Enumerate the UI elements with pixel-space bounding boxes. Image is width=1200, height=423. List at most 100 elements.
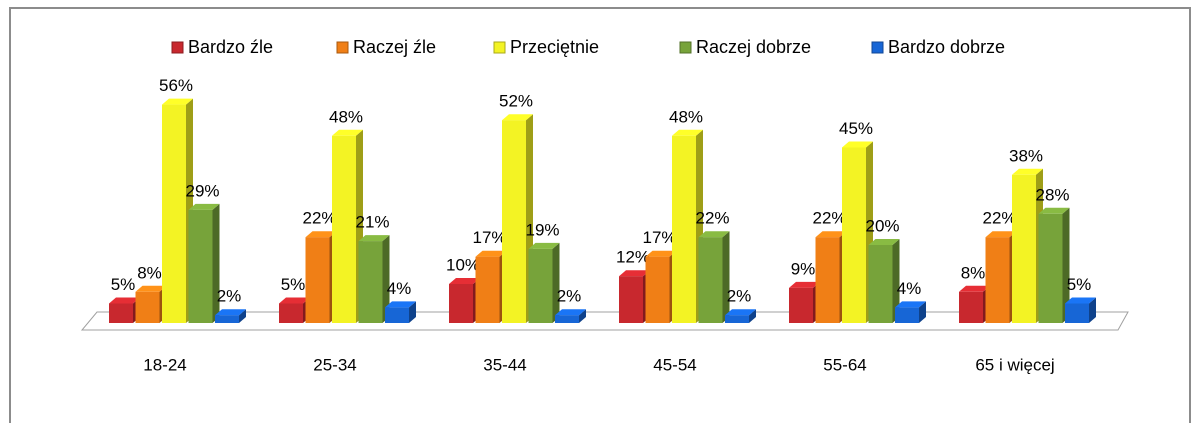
x-tick-label: 45-54 bbox=[653, 355, 696, 374]
bar-top bbox=[725, 309, 756, 316]
bar-side bbox=[579, 309, 586, 323]
bar-side bbox=[409, 301, 416, 323]
bar-top bbox=[449, 278, 480, 284]
bar bbox=[1065, 303, 1089, 323]
value-label: 29% bbox=[185, 181, 219, 200]
x-tick-label: 55-64 bbox=[823, 355, 866, 374]
value-label: 38% bbox=[1009, 146, 1043, 165]
bar-top bbox=[1012, 168, 1043, 175]
value-label: 21% bbox=[355, 213, 389, 232]
value-label: 2% bbox=[557, 287, 582, 306]
legend-swatch bbox=[493, 41, 506, 54]
bar bbox=[725, 315, 749, 323]
bar bbox=[1012, 174, 1036, 323]
value-label: 5% bbox=[1067, 275, 1092, 294]
bar bbox=[555, 315, 579, 323]
bar-side bbox=[749, 309, 756, 323]
value-label: 17% bbox=[472, 228, 506, 247]
bar bbox=[305, 237, 330, 323]
x-tick-label: 18-24 bbox=[143, 355, 186, 374]
value-label: 8% bbox=[137, 263, 162, 282]
bar-top bbox=[109, 297, 140, 304]
legend-label: Bardzo źle bbox=[188, 37, 273, 57]
value-label: 19% bbox=[525, 220, 559, 239]
bar-side bbox=[1062, 207, 1070, 323]
value-label: 5% bbox=[281, 275, 306, 294]
bar-top bbox=[815, 231, 847, 238]
bar bbox=[985, 237, 1010, 323]
value-label: 22% bbox=[982, 209, 1016, 228]
bar bbox=[475, 256, 500, 323]
value-label: 22% bbox=[302, 209, 336, 228]
legend-swatch bbox=[336, 41, 349, 54]
bar bbox=[815, 237, 840, 323]
bar-side bbox=[1089, 297, 1096, 323]
value-label: 2% bbox=[217, 287, 242, 306]
bar-top bbox=[1065, 297, 1096, 304]
bar bbox=[385, 307, 409, 323]
bar bbox=[645, 256, 670, 323]
bar bbox=[135, 291, 160, 323]
x-tick-label: 35-44 bbox=[483, 355, 526, 374]
bar bbox=[1038, 213, 1063, 323]
bar-top bbox=[1038, 207, 1070, 214]
value-label: 52% bbox=[499, 92, 533, 111]
legend-label: Przeciętnie bbox=[510, 37, 599, 57]
bar-side bbox=[382, 235, 390, 323]
legend-swatch bbox=[171, 41, 184, 54]
bar-top bbox=[305, 231, 337, 238]
bar-top bbox=[279, 297, 310, 304]
bar bbox=[215, 315, 239, 323]
bar-top bbox=[672, 129, 703, 136]
value-label: 4% bbox=[387, 279, 412, 298]
bar-top bbox=[619, 270, 650, 277]
bar bbox=[162, 104, 186, 323]
value-label: 48% bbox=[329, 107, 363, 126]
value-label: 2% bbox=[727, 287, 752, 306]
value-label: 12% bbox=[616, 248, 650, 267]
bar-top bbox=[332, 129, 363, 136]
value-label: 22% bbox=[812, 209, 846, 228]
bar-top bbox=[645, 250, 677, 257]
bar bbox=[619, 276, 643, 323]
bar-side bbox=[892, 239, 900, 323]
bar bbox=[449, 284, 473, 323]
value-label: 9% bbox=[791, 259, 816, 278]
value-label: 10% bbox=[446, 255, 480, 274]
bar-top bbox=[842, 141, 873, 148]
bar bbox=[672, 135, 696, 323]
bar-top bbox=[698, 231, 730, 238]
bar-side bbox=[212, 203, 220, 323]
legend-label: Raczej dobrze bbox=[696, 37, 811, 57]
bar-side bbox=[919, 301, 926, 323]
bar-side bbox=[722, 231, 730, 323]
bar-top bbox=[162, 98, 193, 105]
value-label: 45% bbox=[839, 119, 873, 138]
value-label: 28% bbox=[1035, 185, 1069, 204]
bar-top bbox=[358, 235, 390, 242]
bar bbox=[842, 147, 866, 323]
value-label: 4% bbox=[897, 279, 922, 298]
bar-top bbox=[502, 114, 533, 121]
value-label: 5% bbox=[111, 275, 136, 294]
bar-top bbox=[528, 242, 560, 249]
bar bbox=[332, 135, 356, 323]
bar-top bbox=[555, 309, 586, 316]
value-label: 56% bbox=[159, 76, 193, 95]
bar-top bbox=[215, 309, 246, 316]
bar bbox=[959, 291, 983, 323]
bar bbox=[109, 303, 133, 323]
legend-label: Bardzo dobrze bbox=[888, 37, 1005, 57]
bar bbox=[528, 248, 553, 323]
legend-label: Raczej źle bbox=[353, 37, 436, 57]
value-label: 20% bbox=[865, 216, 899, 235]
bar-top bbox=[868, 239, 900, 245]
x-tick-label: 25-34 bbox=[313, 355, 356, 374]
value-label: 22% bbox=[695, 209, 729, 228]
bar bbox=[279, 303, 303, 323]
value-label: 8% bbox=[961, 263, 986, 282]
value-label: 17% bbox=[642, 228, 676, 247]
bar bbox=[698, 237, 723, 323]
bar bbox=[188, 209, 213, 323]
